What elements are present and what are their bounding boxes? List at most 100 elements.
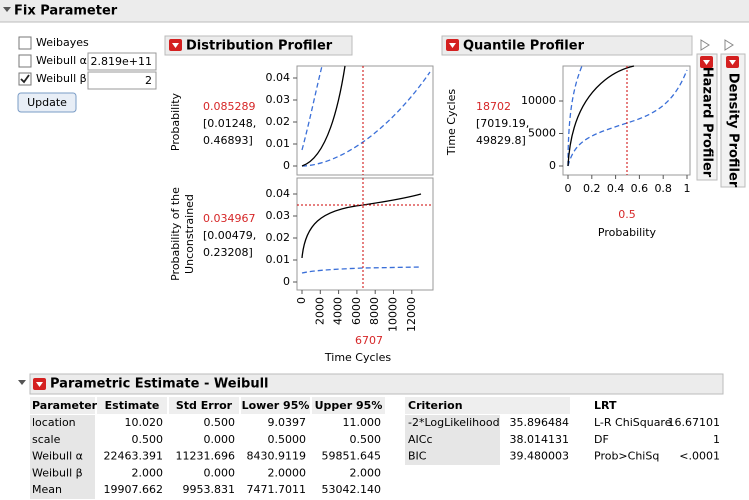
table-cell: 2.000 [350, 466, 382, 479]
checkbox[interactable] [18, 72, 32, 86]
profiler-header [164, 35, 353, 56]
y-tick-label: 0.03 [266, 209, 291, 222]
text-input[interactable] [87, 52, 157, 71]
table-cell: Weibull α [32, 450, 83, 463]
y-tick-label: 0 [549, 159, 556, 172]
y-tick-label: 0 [283, 275, 290, 288]
checkbox[interactable] [18, 36, 32, 50]
current-value: 6707 [355, 334, 383, 347]
y-axis-label: Unconstrained [183, 194, 196, 274]
checkbox[interactable] [18, 54, 32, 68]
text-input[interactable] [87, 71, 157, 90]
x-tick-label: 1 [684, 182, 691, 195]
column-header [30, 397, 95, 414]
column-header [312, 397, 385, 414]
profiler-title: Quantile Profiler [463, 39, 585, 54]
x-tick-label: 10000 [387, 297, 400, 332]
profiler-title: Density Profiler [726, 73, 741, 188]
checkbox-label: Weibull α [36, 54, 87, 67]
profiler-title: Distribution Profiler [186, 39, 333, 54]
table-cell: location [32, 416, 76, 429]
checkbox-label: Weibull β [36, 72, 87, 85]
y-axis-label: Time Cycles [445, 89, 458, 156]
y-tick-label: 0.01 [266, 137, 291, 150]
table-cell: 0.500 [350, 433, 382, 446]
menu-arrow[interactable] [36, 382, 43, 387]
x-tick-label: 0.8 [654, 182, 672, 195]
y-tick-label: 0.02 [266, 115, 291, 128]
table-cell: <.0001 [679, 450, 720, 463]
density-panel[interactable] [720, 53, 746, 188]
table-cell: 0.000 [204, 466, 236, 479]
y-tick-label: 0.04 [266, 71, 291, 84]
y-tick-label: 0 [283, 159, 290, 172]
y-tick-label: 10000 [521, 94, 556, 107]
table-cell: Prob>ChiSq [594, 450, 659, 463]
header-bar [0, 0, 749, 22]
disclosure[interactable] [18, 380, 26, 385]
estimate-curve [567, 65, 635, 167]
x-tick-label: 8000 [368, 297, 381, 325]
panel-title: Fix Parameter [14, 4, 118, 19]
column-header-label: Criterion [408, 399, 463, 412]
table-cell: scale [32, 433, 61, 446]
button[interactable] [17, 92, 77, 113]
x-tick-label: 0.2 [583, 182, 601, 195]
x-tick-label: 0 [565, 182, 572, 195]
report-header [29, 373, 724, 395]
table-cell: 59851.645 [322, 450, 382, 463]
table-cell: DF [594, 433, 609, 446]
report-title: Parametric Estimate - Weibull [50, 377, 269, 392]
x-tick-label: 0.4 [607, 182, 625, 195]
table-cell: 22463.391 [104, 450, 164, 463]
hazard-panel[interactable] [696, 53, 718, 181]
menu-arrow[interactable] [729, 60, 736, 65]
confidence-interval: [0.00479, [203, 229, 256, 242]
table-cell: 39.480003 [510, 450, 570, 463]
ci-curve [567, 65, 583, 167]
menu-arrow[interactable] [703, 60, 710, 65]
table-cell: 38.014131 [510, 433, 570, 446]
table-cell: BIC [408, 450, 427, 463]
disclosure[interactable] [724, 39, 734, 51]
confidence-interval: [0.01248, [203, 117, 256, 130]
confidence-interval: 0.46893] [203, 134, 253, 147]
current-value: 0.034967 [203, 212, 256, 225]
table-cell: 9953.831 [183, 483, 236, 496]
y-tick-label: 0.01 [266, 253, 291, 266]
table-cell: AICc [408, 433, 433, 446]
table-cell: 19907.662 [104, 483, 164, 496]
profiler-title: Hazard Profiler [700, 67, 715, 178]
column-header [405, 397, 570, 414]
x-axis-label: Probability [598, 226, 657, 239]
x-tick-label: 6000 [350, 297, 363, 325]
menu-arrow[interactable] [172, 43, 179, 48]
ci-curve [301, 71, 431, 167]
ci-curve [301, 65, 323, 151]
x-tick-label: 0.6 [631, 182, 649, 195]
y-axis-label: Probability of the [169, 187, 182, 281]
table-cell: -2*LogLikelihood [408, 416, 500, 429]
checkbox-label: Weibayes [36, 36, 89, 49]
table-cell: 1 [713, 433, 720, 446]
column-header-label: Parameter [32, 399, 98, 412]
ci-curve [567, 69, 688, 167]
x-axis-label: Time Cycles [324, 351, 391, 364]
table-cell: 11.000 [343, 416, 382, 429]
table-cell: 9.0397 [268, 416, 307, 429]
label-column [30, 415, 95, 499]
column-header-label: Lower 95% [242, 399, 310, 412]
current-value: 0.085289 [203, 100, 256, 113]
plot-frame [562, 65, 691, 176]
label-column [405, 415, 500, 465]
input-value: 2.819e+11 [91, 55, 152, 68]
y-tick-label: 0.04 [266, 187, 291, 200]
table-cell: 0.000 [204, 433, 236, 446]
table-cell: 2.000 [132, 466, 164, 479]
x-tick-label: 2000 [313, 297, 326, 325]
y-tick-label: 5000 [528, 127, 556, 140]
menu-arrow[interactable] [449, 43, 456, 48]
disclosure[interactable] [700, 39, 710, 51]
disclosure[interactable] [3, 7, 11, 12]
